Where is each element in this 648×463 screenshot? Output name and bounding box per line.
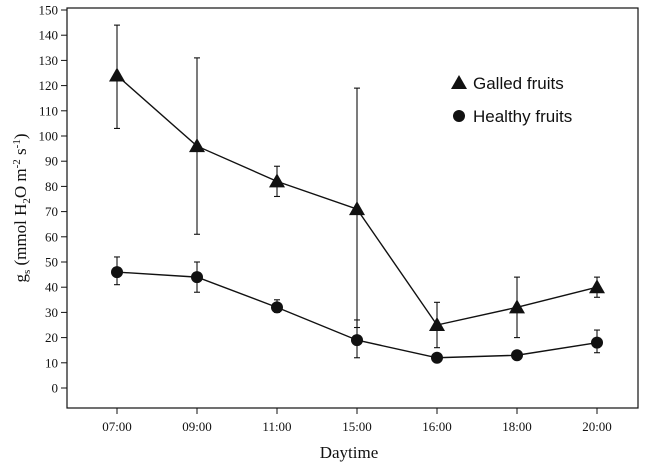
y-tick-label: 120 bbox=[39, 78, 59, 93]
healthy-fruits-point bbox=[111, 266, 123, 279]
y-tick-label: 100 bbox=[39, 129, 59, 144]
healthy-fruits-point bbox=[351, 334, 363, 347]
y-tick-label: 140 bbox=[39, 28, 59, 43]
y-tick-label: 90 bbox=[45, 154, 58, 169]
x-tick-label: 07:00 bbox=[102, 419, 132, 434]
galled-fruits-point bbox=[109, 67, 125, 82]
y-axis: 0 10 20 30 40 50 60 70 80 90 100 110 120 130 140 150 bbox=[39, 3, 67, 396]
legend-marker-circle bbox=[453, 110, 465, 122]
healthy-fruits-point bbox=[511, 349, 523, 362]
galled-fruits-point bbox=[429, 317, 445, 331]
legend: Galled fruits Healthy fruits bbox=[451, 74, 572, 126]
y-tick-label: 150 bbox=[39, 3, 59, 18]
healthy-fruits-point bbox=[591, 336, 603, 349]
y-tick-label: 0 bbox=[52, 381, 59, 396]
x-axis-label: Daytime bbox=[320, 443, 379, 462]
x-axis: 07:00 09:00 11:00 15:00 16:00 18:00 20:00 bbox=[102, 408, 612, 434]
legend-label: Galled fruits bbox=[473, 74, 564, 93]
galled-fruits-point bbox=[589, 279, 605, 294]
y-tick-label: 60 bbox=[45, 229, 58, 244]
y-axis-label: gs (mmol H2O m-2 s-1) bbox=[11, 133, 33, 282]
x-tick-label: 18:00 bbox=[502, 419, 532, 434]
y-tick-label: 40 bbox=[45, 280, 58, 295]
healthy-fruits-point bbox=[271, 301, 283, 314]
legend-label: Healthy fruits bbox=[473, 107, 572, 126]
galled-fruits-point bbox=[269, 173, 285, 188]
galled-fruits-point bbox=[189, 138, 205, 153]
healthy-fruits-point bbox=[431, 351, 443, 364]
legend-marker-triangle bbox=[451, 75, 467, 89]
x-tick-label: 15:00 bbox=[342, 419, 372, 434]
x-tick-label: 16:00 bbox=[422, 419, 452, 434]
y-tick-label: 70 bbox=[45, 204, 58, 219]
y-tick-label: 20 bbox=[45, 330, 58, 345]
x-tick-label: 09:00 bbox=[182, 419, 212, 434]
y-tick-label: 50 bbox=[45, 255, 58, 270]
x-tick-label: 11:00 bbox=[262, 419, 291, 434]
series-layer bbox=[109, 24, 605, 364]
y-tick-label: 110 bbox=[39, 103, 58, 118]
y-tick-label: 10 bbox=[45, 355, 58, 370]
y-tick-label: 80 bbox=[45, 179, 58, 194]
healthy-fruits-point bbox=[191, 271, 203, 284]
galled-fruits-point bbox=[349, 201, 365, 216]
y-tick-label: 30 bbox=[45, 305, 58, 320]
plot-frame bbox=[66, 7, 639, 409]
galled-fruits-point bbox=[509, 299, 525, 314]
x-tick-label: 20:00 bbox=[582, 419, 612, 434]
y-tick-label: 130 bbox=[39, 53, 59, 68]
